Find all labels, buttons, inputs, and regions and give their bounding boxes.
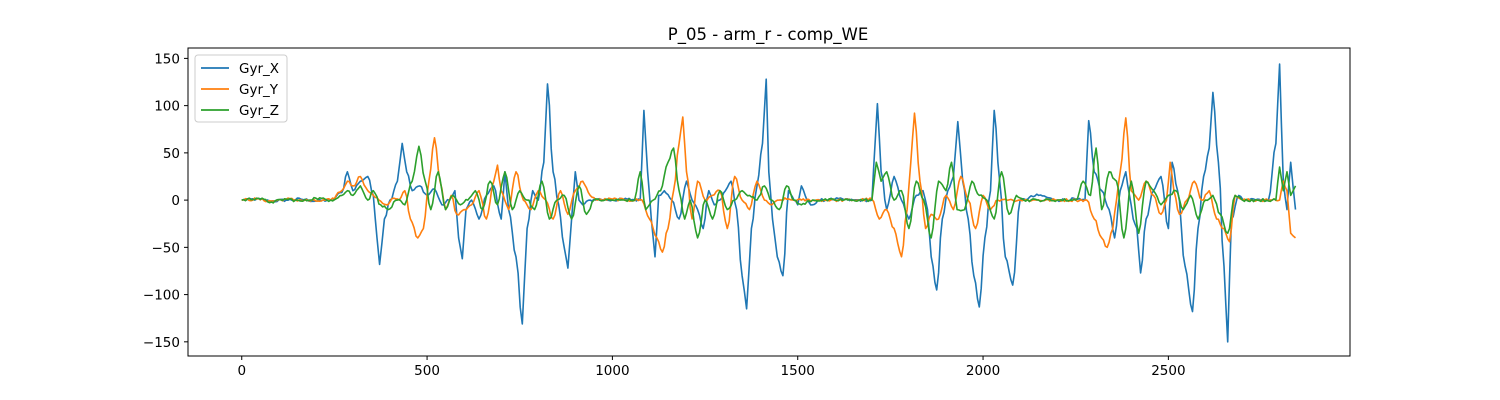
legend: Gyr_X Gyr_Y Gyr_Z [194,54,288,123]
y-axis: −150 −100 −50 0 50 100 150 [143,51,188,351]
legend-label: Gyr_Y [239,82,279,98]
y-tick-label: 100 [154,99,180,115]
series-line-gyr-x [241,63,1297,343]
chart-title: P_05 - arm_r - comp_WE [668,25,869,45]
legend-label: Gyr_Z [239,103,279,119]
y-tick-label: 150 [154,51,180,67]
y-tick-label: −150 [143,335,180,351]
x-tick-label: 1500 [781,363,815,379]
x-tick-label: 0 [237,363,246,379]
x-tick-label: 1000 [595,363,629,379]
y-tick-label: −100 [143,288,180,304]
x-tick-label: 500 [414,363,440,379]
series-layer [241,63,1297,343]
y-tick-label: 0 [171,193,180,209]
series-line-gyr-y [241,112,1297,258]
y-tick-label: −50 [152,240,181,256]
y-tick-label: 50 [163,146,180,162]
series-line-gyr-z [241,145,1297,239]
legend-frame [194,54,288,123]
plot-area-frame [187,47,1351,357]
legend-label: Gyr_X [239,61,279,77]
x-tick-label: 2500 [1151,363,1185,379]
x-axis: 0 500 1000 1500 2000 2500 [237,356,1186,379]
x-tick-label: 2000 [966,363,1000,379]
